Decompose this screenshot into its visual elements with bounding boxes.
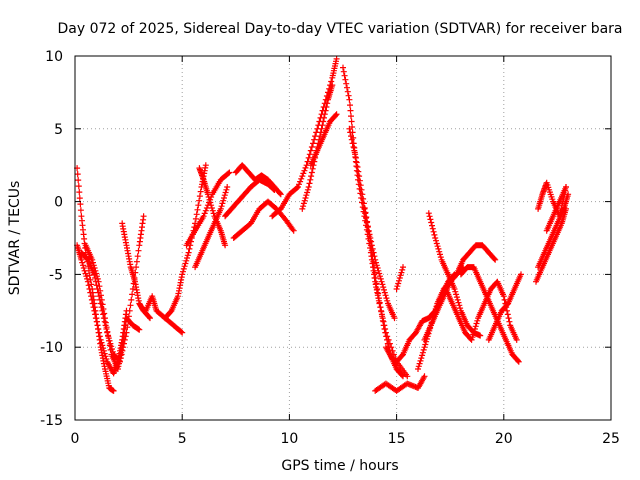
y-tick-labels: -15 -10 -5 0 5 10 xyxy=(40,49,63,429)
series-arc27 xyxy=(457,264,522,365)
series-arc18 xyxy=(346,125,398,322)
series-arc10 xyxy=(183,169,233,249)
x-tick-label: 5 xyxy=(178,431,187,447)
data-point-markers xyxy=(393,264,406,292)
data-point-markers xyxy=(142,293,186,336)
series-arc17 xyxy=(340,64,411,380)
data-point-markers xyxy=(442,278,520,343)
series-arc28 xyxy=(485,271,524,343)
series-arc6 xyxy=(142,293,186,336)
data-marks xyxy=(74,55,572,394)
series-arc24 xyxy=(421,242,499,343)
y-tick-label: -15 xyxy=(40,413,63,429)
data-point-markers xyxy=(457,264,522,365)
series-arc20 xyxy=(372,373,428,394)
x-tick-label: 10 xyxy=(280,431,298,447)
data-point-markers xyxy=(162,162,209,322)
y-tick-label: -10 xyxy=(40,340,63,356)
data-point-markers xyxy=(372,373,428,394)
series-arc32 xyxy=(543,184,569,234)
x-tick-label: 0 xyxy=(71,431,80,447)
x-tick-labels: 0 5 10 15 20 25 xyxy=(71,431,620,447)
plot-frame xyxy=(74,55,612,421)
y-tick-label: 5 xyxy=(54,122,63,138)
data-point-markers xyxy=(485,271,524,343)
series-arc16 xyxy=(307,111,340,169)
y-tick-label: -5 xyxy=(49,267,63,283)
grid-lines xyxy=(75,56,611,420)
series-arc7 xyxy=(162,162,209,322)
series-arc29 xyxy=(533,205,569,285)
series-arc4 xyxy=(82,242,143,372)
series-arc12 xyxy=(232,162,284,198)
data-point-markers xyxy=(543,184,569,234)
x-tick-label: 15 xyxy=(388,431,406,447)
data-point-markers xyxy=(230,198,297,241)
data-point-markers xyxy=(307,111,340,169)
y-tick-label: 0 xyxy=(54,195,63,211)
series-arc26 xyxy=(442,278,520,343)
series-arc13 xyxy=(230,198,297,241)
chart-title: Day 072 of 2025, Sidereal Day-to-day VTE… xyxy=(57,21,622,37)
data-point-markers xyxy=(232,162,284,198)
data-point-markers xyxy=(183,169,233,249)
x-tick-label: 25 xyxy=(602,431,620,447)
data-point-markers xyxy=(346,125,398,322)
x-tick-label: 20 xyxy=(495,431,513,447)
axis-ticks xyxy=(74,55,612,421)
y-tick-label: 10 xyxy=(45,49,63,65)
x-axis-label: GPS time / hours xyxy=(281,458,398,474)
data-point-markers xyxy=(533,205,569,285)
data-point-markers xyxy=(82,242,143,372)
data-point-markers xyxy=(340,64,411,380)
data-point-markers xyxy=(421,242,499,343)
series-arc22 xyxy=(393,264,406,292)
y-axis-label: SDTVAR / TECUs xyxy=(7,181,23,296)
